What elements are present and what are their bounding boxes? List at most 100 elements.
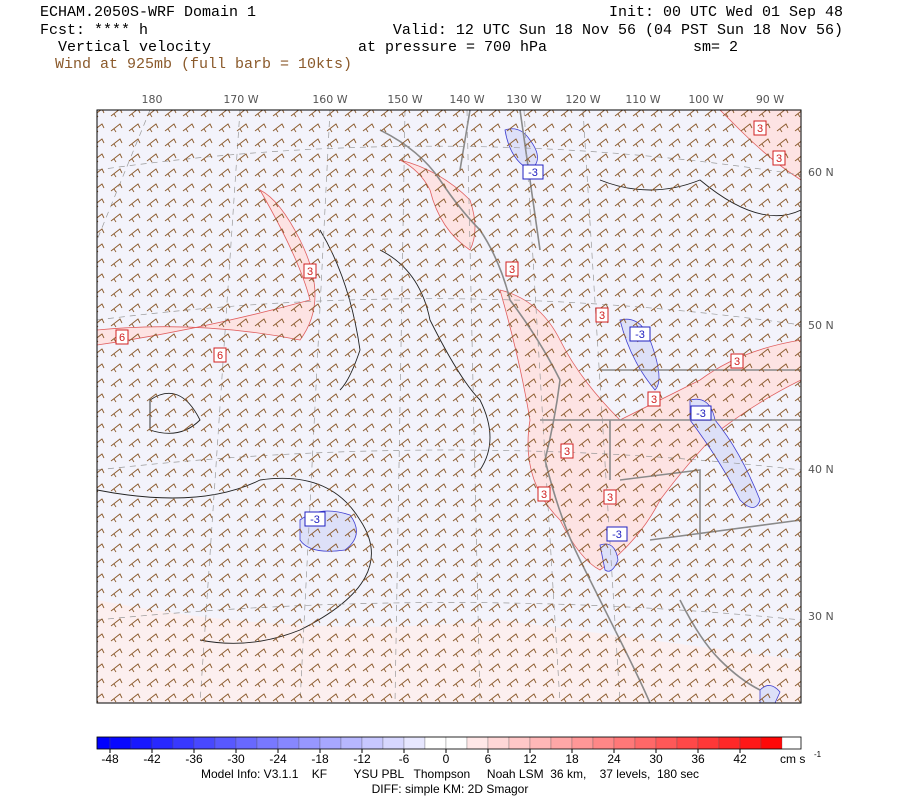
longitude-label: 120 W <box>565 93 600 106</box>
colorbar-tick-label: -36 <box>185 752 203 766</box>
colorbar-tick-label: 12 <box>523 752 537 766</box>
contour-label: 3 <box>776 153 782 165</box>
colorbar-box <box>445 736 468 750</box>
longitude-label: 130 W <box>506 93 541 106</box>
contour-label: 3 <box>307 266 313 278</box>
field: Vertical velocity <box>58 39 211 56</box>
contour-label-box <box>304 511 326 527</box>
contour-label-box <box>730 353 744 369</box>
contour-label-box <box>606 526 628 542</box>
colorbar-tick-label: -6 <box>399 752 410 766</box>
contour-label: 3 <box>509 264 515 276</box>
latitude-label: 50 N <box>808 319 834 332</box>
contour-label-box <box>690 405 712 421</box>
contour-labels: 3 3 -3 3 3 3 -3 6 6 3 3 -3 3 3 3 -3 -3 <box>115 120 786 542</box>
colorbar-unit: cm s <box>780 752 805 766</box>
contour-label-box <box>522 164 544 180</box>
colorbar-box <box>697 736 720 750</box>
latitude-label: 30 N <box>808 610 834 623</box>
init: Init: 00 UTC Wed 01 Sep 48 <box>609 4 843 21</box>
contour-label: 3 <box>564 446 570 458</box>
contour-label: 3 <box>651 394 657 406</box>
contour-label-box <box>603 489 617 505</box>
contour-label: 3 <box>734 356 740 368</box>
colorbar-box <box>109 736 132 750</box>
colorbar-tick-label: -30 <box>227 752 245 766</box>
longitude-label: 110 W <box>625 93 660 106</box>
colorbar-box <box>592 736 615 750</box>
colorbar-tick-label: 24 <box>607 752 621 766</box>
colorbar-box <box>424 736 447 750</box>
colorbar-box <box>96 736 111 750</box>
contour-label-box <box>595 307 609 323</box>
colorbar-box <box>235 736 258 750</box>
colorbar-box <box>550 736 573 750</box>
forecast: Fcst: **** h <box>40 22 148 39</box>
diffusion-info: DIFF: simple KM: 2D Smagor <box>372 782 529 796</box>
valid: Valid: 12 UTC Sun 18 Nov 56 (04 PST Sun … <box>393 22 843 39</box>
colorbar-box <box>571 736 594 750</box>
contour-label: 3 <box>541 489 547 501</box>
colorbar-box <box>718 736 741 750</box>
colorbar-tick-label: -18 <box>311 752 329 766</box>
contour-label-box <box>560 443 574 459</box>
colorbar-box <box>256 736 279 750</box>
colorbar-box <box>172 736 195 750</box>
longitude-label: 170 W <box>223 93 258 106</box>
colorbar-tick-label: 18 <box>565 752 579 766</box>
contour-label: -3 <box>696 408 706 420</box>
geo-labels: 180 170 W 160 W 150 W 140 W 130 W 120 W 110 W 10… <box>142 93 834 623</box>
colorbar: -48 -42 -36 -30 -24 -18 -12 -6 0 6 12 18 24 30 36 42 cm … <box>96 736 822 766</box>
colorbar-frame <box>96 736 802 750</box>
colorbar-box <box>403 736 426 750</box>
longitude-label: 160 W <box>312 93 347 106</box>
contour-label-box <box>505 261 519 277</box>
colorbar-box <box>277 736 300 750</box>
colorbar-tick-label: -42 <box>143 752 161 766</box>
colorbar-tick-label: 42 <box>733 752 747 766</box>
colorbar-box <box>634 736 657 750</box>
contour-label: 6 <box>119 332 125 344</box>
colorbar-box <box>466 736 489 750</box>
map-frame <box>96 109 802 704</box>
colorbar-tick-label: 30 <box>649 752 663 766</box>
colorbar-box <box>130 736 153 750</box>
contour-label-box <box>537 486 551 502</box>
colorbar-box <box>382 736 405 750</box>
contour-label: -3 <box>528 167 538 179</box>
colorbar-tick-label: 0 <box>443 752 450 766</box>
colorbar-tick-label: -24 <box>269 752 287 766</box>
colorbar-box <box>193 736 216 750</box>
longitude-label: 100 W <box>688 93 723 106</box>
longitude-label: 150 W <box>387 93 422 106</box>
contour-label: -3 <box>310 514 320 526</box>
model-title: ECHAM.2050S-WRF Domain 1 <box>40 4 256 21</box>
colorbar-box <box>340 736 363 750</box>
contour-label-box <box>213 347 227 363</box>
colorbar-box <box>739 736 762 750</box>
contour-label: 3 <box>757 123 763 135</box>
smoothing: sm= 2 <box>693 39 738 56</box>
contour-label-box <box>115 329 129 345</box>
contour-label: -3 <box>612 529 622 541</box>
colorbar-box <box>151 736 174 750</box>
colorbar-box <box>613 736 636 750</box>
colorbar-box <box>214 736 237 750</box>
contour-label-box <box>753 120 767 136</box>
contour-label-box <box>772 150 786 166</box>
colorbar-box <box>529 736 552 750</box>
wind-note: Wind at 925mb (full barb = 10kts) <box>55 56 352 73</box>
colorbar-tick-label: 6 <box>485 752 492 766</box>
pressure: at pressure = 700 hPa <box>358 39 547 56</box>
map: 3 3 -3 3 3 3 -3 6 6 3 3 -3 3 3 3 -3 -3 <box>97 110 801 703</box>
colorbar-tick-label: -48 <box>101 752 119 766</box>
contour-label: 3 <box>599 310 605 322</box>
contour-label-box <box>629 326 651 342</box>
colorbar-tick-label: 36 <box>691 752 705 766</box>
colorbar-box <box>361 736 384 750</box>
model-info: Model Info: V3.1.1 KF YSU PBL Thompson N… <box>201 767 699 781</box>
contour-label-box <box>303 263 317 279</box>
contour-label: -3 <box>635 329 645 341</box>
